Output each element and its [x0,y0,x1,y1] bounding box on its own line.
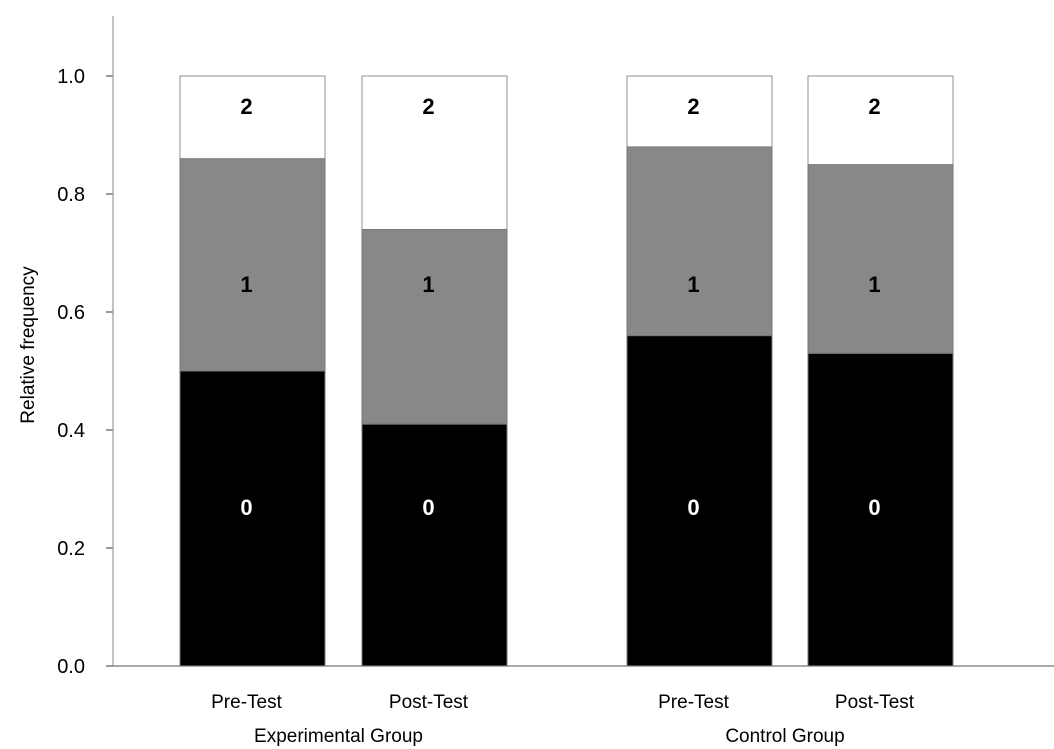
group-label: Control Group [725,726,844,747]
bar-segment-2 [626,75,773,148]
segment-label-2: 2 [687,94,699,119]
bars: 0 1 2 0 1 2 0 1 2 0 1 2 [179,75,954,667]
segment-label-0: 0 [687,495,699,520]
bar-segment-2 [179,75,326,159]
segment-label-2: 2 [422,94,434,119]
x-tick-label: Pre-Test [658,692,729,713]
bar-segment-0 [361,423,508,667]
x-tick-label: Post-Test [835,692,915,713]
x-tick-label: Pre-Test [211,692,282,713]
bar-segment-1 [179,158,326,372]
x-axis-labels: Pre-Test Post-Test Pre-Test Post-Test Experi… [211,692,915,747]
y-axis-label: Relative frequency [18,266,39,424]
y-tick-label: 0.6 [57,302,85,324]
bar-segment-1 [361,228,508,425]
bar-segment-2 [807,75,954,165]
y-tick-label: 0.4 [57,420,85,442]
segment-label-1: 1 [687,272,699,297]
x-tick-label: Post-Test [389,692,469,713]
y-axis-ticks: 0.0 0.2 0.4 0.6 0.8 1.0 [57,66,113,678]
segment-label-0: 0 [240,495,252,520]
bar-segment-1 [807,164,954,354]
y-tick-label: 0.2 [57,538,85,560]
bar-segment-0 [179,370,326,667]
y-tick-label: 0.0 [57,656,85,678]
segment-label-2: 2 [240,94,252,119]
bar-segment-0 [807,352,954,667]
segment-label-1: 1 [240,272,252,297]
bar-segment-1 [626,146,773,337]
segment-label-2: 2 [868,94,880,119]
bar-segment-2 [361,75,508,230]
y-tick-label: 1.0 [57,66,85,88]
group-label: Experimental Group [254,726,423,747]
segment-label-0: 0 [422,495,434,520]
axes [112,16,1054,667]
segment-label-1: 1 [422,272,434,297]
segment-label-0: 0 [868,495,880,520]
segment-label-1: 1 [868,272,880,297]
y-tick-label: 0.8 [57,184,85,206]
